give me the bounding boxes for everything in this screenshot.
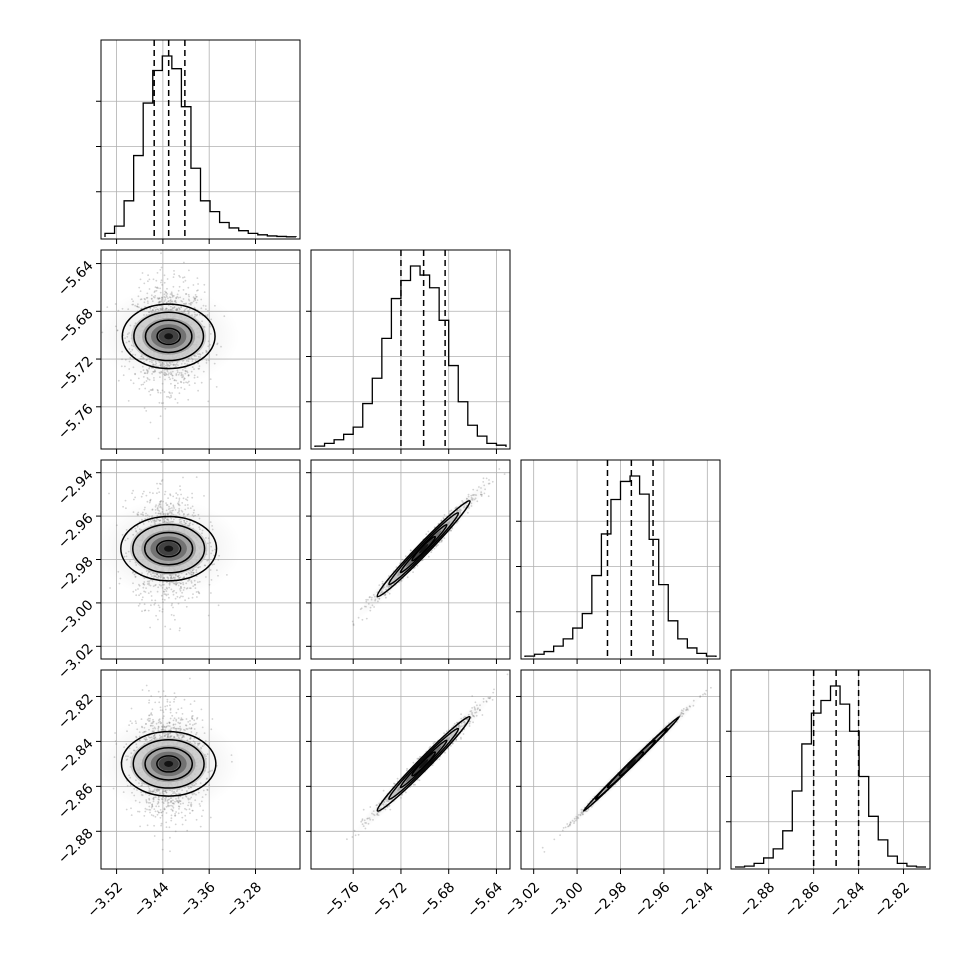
y-tick-label: −2.86 (55, 781, 97, 823)
x-tick-label: −5.72 (369, 879, 411, 921)
contour-line (144, 319, 193, 354)
contour-line (155, 539, 182, 558)
histogram-step (104, 55, 297, 238)
contour-line (132, 738, 205, 789)
histogram-step (524, 475, 717, 657)
hist-panel-3 (726, 669, 931, 874)
y-tick-label: −3.00 (55, 597, 97, 639)
contour-line (156, 327, 182, 346)
density-shade (419, 759, 429, 769)
contour-line (399, 523, 448, 574)
contour-line (376, 715, 471, 812)
x-tick-label: −3.02 (502, 879, 544, 921)
hist-panel-1 (306, 249, 511, 454)
contour-line (388, 727, 460, 801)
density-panel-1-0 (96, 249, 301, 454)
y-tick-label: −5.76 (55, 401, 97, 443)
x-tick-label: −2.86 (782, 879, 824, 921)
density-panel-3-0 (96, 669, 301, 874)
density-shade (164, 760, 174, 767)
contour-line (144, 747, 194, 781)
hist-panel-0 (96, 39, 301, 244)
x-tick-label: −2.94 (675, 879, 717, 921)
contour-line (120, 730, 217, 797)
x-tick-label: −3.52 (85, 879, 127, 921)
panel-frame (310, 669, 511, 870)
density-shade (626, 759, 637, 769)
x-tick-label: −5.64 (464, 879, 506, 921)
x-tick-label: −5.68 (417, 879, 459, 921)
density-panel-2-1 (306, 459, 511, 664)
contour-line (120, 515, 218, 582)
x-tick-label: −2.88 (737, 879, 779, 921)
contour-line (376, 500, 471, 598)
contour-line (143, 531, 194, 566)
x-tick-labels: −3.52 −3.44 −3.36 −3.28 −5.76 −5.72 −5.68 −5.64… (85, 879, 914, 921)
contour-line (399, 739, 448, 789)
y-tick-label: −2.94 (55, 467, 97, 509)
x-tick-label: −3.44 (131, 879, 173, 921)
density-shade (164, 545, 174, 552)
y-tick-label: −3.02 (55, 641, 97, 683)
hist-panel-2 (516, 459, 721, 664)
panel-frame (100, 39, 301, 240)
contour-line (582, 715, 680, 812)
density-panel-3-1 (306, 669, 511, 874)
contour-line (133, 311, 205, 362)
density-shade (164, 333, 174, 340)
panel-frame (310, 249, 511, 450)
y-tick-label: −5.64 (55, 258, 97, 300)
contour-line (121, 303, 216, 370)
x-tick-label: −2.84 (827, 879, 869, 921)
x-tick-label: −3.28 (223, 879, 265, 921)
histogram-step (735, 685, 926, 868)
y-tick-label: −2.98 (55, 554, 97, 596)
density-shade (419, 543, 429, 554)
contour-line (388, 512, 460, 586)
y-tick-labels: −5.76 −5.72 −5.68 −5.64 −3.02−3.00−2.98−2.96… (55, 258, 97, 867)
y-tick-label: −2.88 (55, 826, 97, 868)
panels-layer (96, 39, 931, 874)
density-panel-2-0 (96, 459, 301, 664)
x-tick-label: −3.36 (177, 879, 219, 921)
panel-frame (100, 249, 301, 450)
y-tick-label: −5.72 (55, 353, 97, 395)
contour-line (156, 755, 182, 773)
contour-line (132, 523, 206, 574)
x-tick-label: −2.96 (632, 879, 674, 921)
y-tick-label: −2.84 (55, 736, 97, 778)
x-tick-label: −5.76 (321, 879, 363, 921)
panel-frame (100, 669, 301, 870)
histogram-step (314, 265, 507, 447)
density-panel-3-2 (516, 669, 721, 874)
y-tick-label: −2.82 (55, 691, 97, 733)
y-tick-label: −5.68 (55, 306, 97, 348)
x-tick-label: −3.00 (545, 879, 587, 921)
x-tick-label: −2.98 (588, 879, 630, 921)
panel-frame (730, 669, 931, 870)
y-tick-label: −2.96 (55, 510, 97, 552)
x-tick-label: −2.82 (871, 879, 913, 921)
